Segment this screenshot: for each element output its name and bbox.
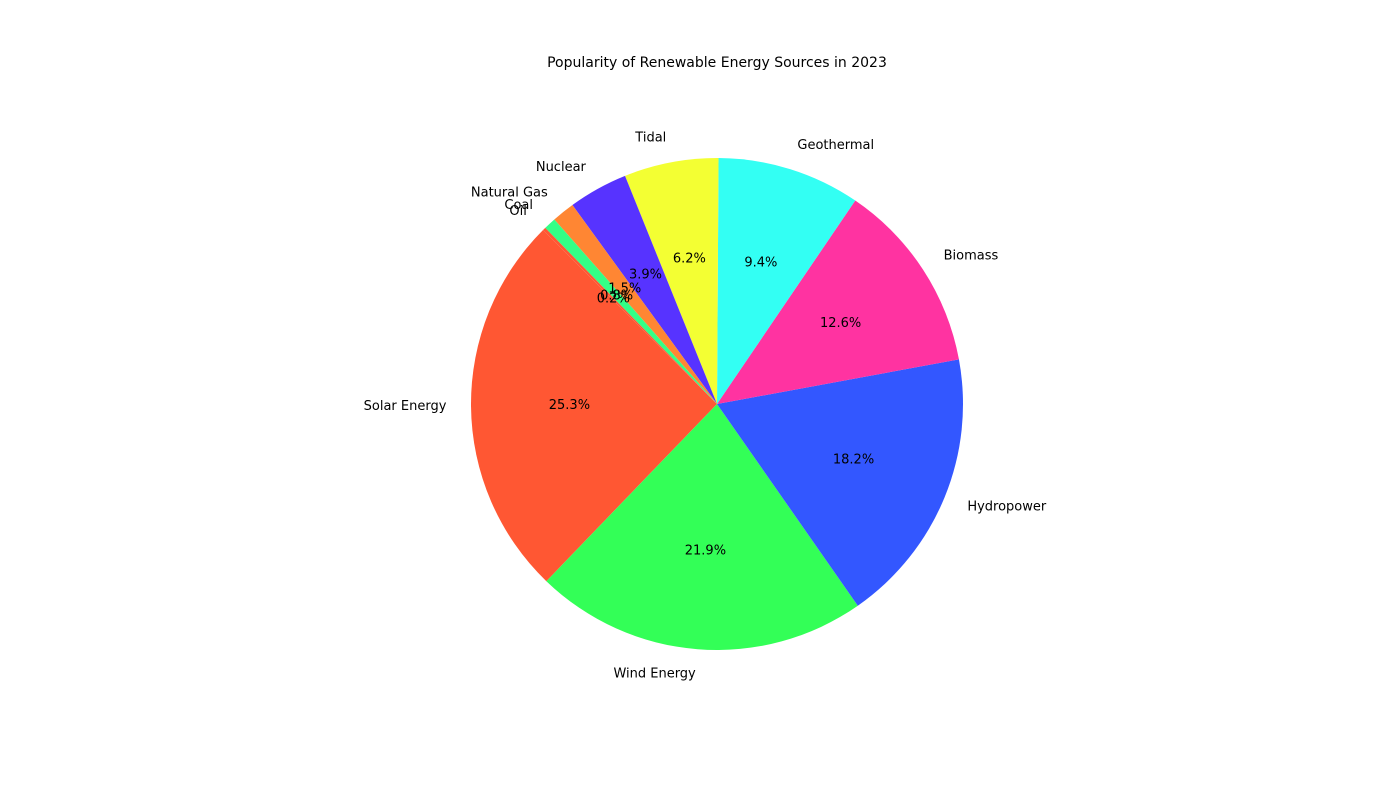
slice-label: Natural Gas	[471, 185, 548, 200]
pie-slice-coal	[545, 219, 717, 404]
pie-slice-hydropower	[717, 359, 963, 606]
slice-percent-label: 12.6%	[820, 316, 861, 331]
pie-slice-biomass	[717, 200, 959, 404]
chart-title: Popularity of Renewable Energy Sources i…	[547, 55, 887, 71]
slice-label: Nuclear	[536, 160, 587, 175]
slice-percent-label: 18.2%	[833, 453, 874, 468]
slice-percent-label: 21.9%	[685, 544, 726, 559]
slice-label: Tidal	[634, 131, 666, 146]
slice-label: Solar Energy	[364, 399, 447, 414]
slice-label: Geothermal	[797, 138, 874, 153]
slice-label: Biomass	[944, 249, 999, 264]
slice-percent-label: 6.2%	[673, 252, 706, 267]
slice-label: Wind Energy	[613, 666, 696, 681]
slice-percent-label: 3.9%	[629, 267, 662, 282]
pie-slice-wind-energy	[546, 404, 858, 650]
slice-label: Hydropower	[967, 499, 1047, 514]
pie-slices	[470, 157, 963, 650]
pie-slice-natural-gas	[554, 204, 717, 404]
pie-slice-tidal	[625, 157, 719, 404]
pie-slice-solar-energy	[470, 230, 717, 582]
slice-percent-label: 0.2%	[597, 291, 630, 306]
pie-slice-oil	[543, 227, 717, 404]
pie-slice-nuclear	[572, 175, 717, 404]
slice-percent-label: 9.4%	[744, 256, 777, 271]
pie-slice-geothermal	[717, 158, 856, 404]
slice-label: Coal	[504, 198, 533, 213]
slice-percent-label: 0.8%	[600, 288, 633, 303]
slice-percent-label: 1.5%	[608, 281, 641, 296]
slice-label: Oil	[509, 204, 526, 219]
slice-percent-label: 25.3%	[549, 398, 590, 413]
pie-labels: Solar Energy 25.3% Wind Energy 21.9% Hydropo…	[364, 131, 1047, 682]
